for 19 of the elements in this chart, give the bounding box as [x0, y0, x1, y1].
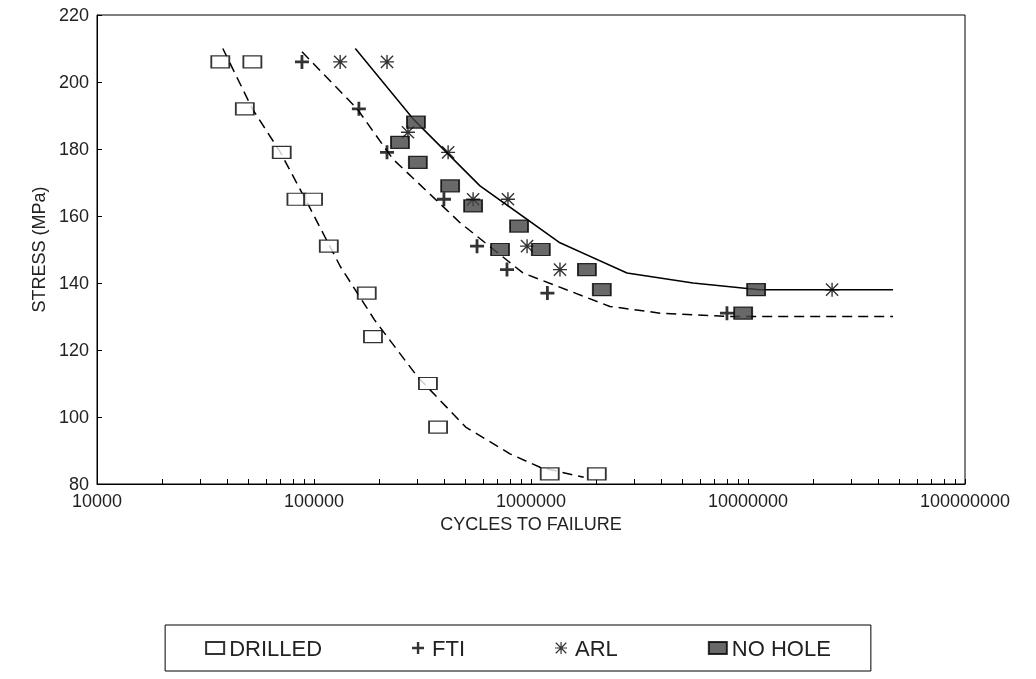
x-tick-label: 10000: [71, 491, 123, 511]
legend-label: DRILLED: [229, 635, 323, 661]
x-tick-label: 100000000: [919, 491, 1011, 511]
y-tick-label: 180: [58, 139, 89, 159]
x-axis-title: CYCLES TO FAILURE: [440, 513, 622, 534]
y-tick-label: 200: [58, 72, 89, 92]
y-tick-label: 220: [58, 5, 89, 25]
y-tick-label: 140: [58, 273, 89, 293]
y-axis-title: STRESS (MPa): [29, 186, 50, 313]
x-tick-label: 1000000: [495, 491, 567, 511]
x-tick-label: 10000000: [707, 491, 789, 511]
y-tick-label: 160: [58, 206, 89, 226]
legend-label: NO HOLE: [731, 635, 831, 661]
legend-label: ARL: [575, 635, 618, 661]
y-tick-label: 80: [68, 474, 89, 494]
x-tick-label: 100000: [283, 491, 345, 511]
y-tick-label: 120: [58, 340, 89, 360]
legend-label: FTI: [432, 635, 466, 661]
y-tick-label: 100: [58, 407, 89, 427]
